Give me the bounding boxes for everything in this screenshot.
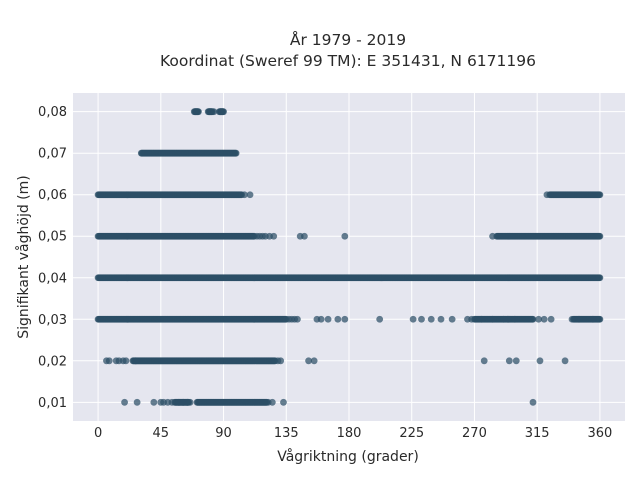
data-point [547, 315, 555, 323]
data-point [334, 315, 342, 323]
data-point [210, 108, 218, 116]
data-point [561, 357, 569, 365]
data-point [150, 398, 158, 406]
data-point [535, 315, 542, 323]
x-tick-label: 360 [587, 426, 612, 441]
data-point [536, 357, 544, 365]
data-point [575, 315, 583, 323]
data-point [596, 191, 604, 199]
data-point [121, 398, 128, 406]
y-tick-label: 0,01 [38, 396, 67, 411]
data-point [543, 191, 551, 199]
x-tick-label: 45 [153, 426, 170, 441]
x-tick-label: 0 [94, 426, 102, 441]
y-tick-label: 0,07 [38, 147, 67, 162]
y-tick-label: 0,03 [38, 313, 67, 328]
y-tick-label: 0,04 [38, 271, 67, 286]
data-point [132, 357, 140, 365]
data-point [596, 274, 604, 282]
data-point [186, 398, 194, 406]
data-point [409, 315, 417, 323]
x-tick-label: 270 [462, 426, 487, 441]
data-point [122, 357, 130, 365]
data-point [480, 357, 488, 365]
data-point [596, 232, 604, 240]
data-point [310, 357, 318, 365]
data-point [305, 357, 312, 365]
data-point [294, 315, 301, 323]
data-point [529, 398, 537, 406]
y-tick-label: 0,02 [38, 354, 67, 369]
data-point [489, 315, 496, 323]
data-point [376, 315, 384, 323]
y-axis-label: Signifikant våghöjd (m) [15, 175, 32, 338]
data-point [418, 315, 425, 323]
data-point [324, 315, 332, 323]
data-point [300, 232, 308, 240]
data-point [317, 315, 325, 323]
data-point [241, 191, 248, 199]
data-point [105, 357, 113, 365]
x-axis-ticks: 0 45 90 135 180 225 270 315 360 [94, 426, 612, 441]
data-point [232, 149, 240, 157]
x-tick-label: 180 [337, 426, 362, 441]
data-point [512, 357, 520, 365]
data-point [489, 232, 496, 240]
chart-subtitle: Koordinat (Sweref 99 TM): E 351431, N 61… [160, 52, 536, 70]
data-point [505, 357, 513, 365]
data-point [568, 315, 576, 323]
data-points [94, 108, 604, 406]
data-point [280, 398, 287, 406]
data-point [448, 315, 456, 323]
data-point [193, 108, 201, 116]
data-point [341, 315, 349, 323]
data-point [511, 315, 519, 323]
data-point [596, 315, 604, 323]
data-point [504, 315, 512, 323]
data-point [270, 232, 278, 240]
data-point [589, 315, 597, 323]
data-point [168, 398, 176, 406]
data-point [246, 191, 254, 199]
data-point [427, 315, 435, 323]
data-point [478, 315, 485, 323]
data-point [341, 232, 349, 240]
x-tick-label: 90 [215, 426, 232, 441]
x-axis-label: Vågriktning (grader) [277, 448, 419, 465]
x-tick-label: 225 [399, 426, 424, 441]
y-tick-label: 0,06 [38, 188, 67, 203]
y-axis-ticks: 0,01 0,02 0,03 0,04 0,05 0,06 0,07 0,08 [38, 105, 67, 411]
chart-title: År 1979 - 2019 [290, 30, 406, 49]
data-point [277, 357, 285, 365]
x-tick-label: 135 [274, 426, 299, 441]
data-point [540, 315, 548, 323]
data-point [133, 398, 141, 406]
data-point [468, 315, 476, 323]
y-tick-label: 0,05 [38, 230, 67, 245]
data-point [268, 398, 276, 406]
y-tick-label: 0,08 [38, 105, 67, 120]
data-point [529, 315, 537, 323]
x-tick-label: 315 [525, 426, 550, 441]
data-point [437, 315, 445, 323]
data-point [218, 108, 226, 116]
